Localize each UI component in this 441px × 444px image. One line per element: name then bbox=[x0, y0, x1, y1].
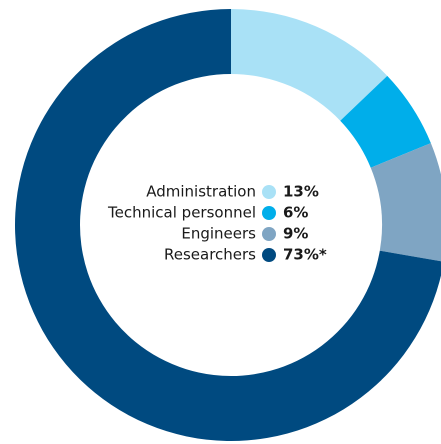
legend-label: Researchers bbox=[164, 246, 256, 264]
legend-label: Administration bbox=[146, 183, 256, 201]
legend-swatch bbox=[262, 185, 276, 199]
donut-segment bbox=[15, 9, 441, 441]
legend-label: Engineers bbox=[181, 225, 256, 243]
donut-segment bbox=[370, 143, 441, 262]
legend-swatch bbox=[262, 206, 276, 220]
value-label: 9% bbox=[283, 225, 308, 243]
donut-segment bbox=[231, 9, 388, 121]
value-label: 13% bbox=[283, 183, 319, 201]
value-label: 6% bbox=[283, 204, 308, 222]
legend-swatch bbox=[262, 248, 276, 262]
legend-swatch bbox=[262, 227, 276, 241]
value-label: 73%* bbox=[283, 246, 327, 264]
donut-segment bbox=[340, 75, 431, 168]
legend-label: Technical personnel bbox=[107, 204, 256, 222]
